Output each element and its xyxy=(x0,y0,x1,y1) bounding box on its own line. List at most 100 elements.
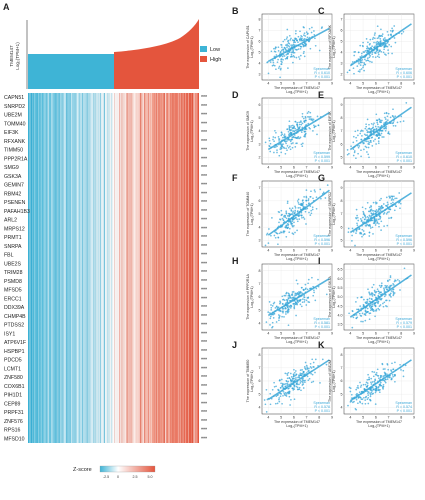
scatter-point xyxy=(269,392,272,395)
scatter-point xyxy=(364,383,367,386)
high-expression-area xyxy=(114,19,199,89)
scatter-point xyxy=(292,291,295,293)
x-tick-label: 7 xyxy=(388,166,390,170)
y-tick-label: 6 xyxy=(341,225,343,229)
scatter-point xyxy=(278,389,280,392)
heatmap-stripe xyxy=(139,93,140,443)
significance-label: *** xyxy=(201,191,207,197)
scatter-point xyxy=(363,233,366,235)
scatter-point xyxy=(388,208,391,210)
scatter-point xyxy=(312,380,315,383)
y-tick-label: 2 xyxy=(259,156,261,160)
scatter-point xyxy=(280,43,282,46)
scatter-point xyxy=(304,130,307,133)
scatter-point xyxy=(394,279,396,281)
significance-label: *** xyxy=(201,95,207,101)
scatter-point xyxy=(288,387,290,390)
scatter-point xyxy=(368,141,371,144)
heatmap-stripe xyxy=(114,93,115,443)
x-axis-label-unit: Log₂(TPM+1) xyxy=(286,424,307,428)
scatter-point xyxy=(382,136,385,138)
x-tick-label: 8 xyxy=(400,166,402,170)
scatter-point xyxy=(298,203,300,206)
x-tick-label: 8 xyxy=(400,332,402,336)
scatter-point xyxy=(317,278,319,281)
x-tick-label: 7 xyxy=(306,166,308,170)
scatter-point xyxy=(366,223,369,226)
scatter-point xyxy=(297,35,300,38)
scatter-point xyxy=(311,208,314,211)
scatter-point xyxy=(272,138,274,141)
scatter-point xyxy=(374,301,377,304)
scatter-point xyxy=(374,128,376,131)
significance-label: *** xyxy=(201,340,207,346)
scatter-point xyxy=(278,317,280,319)
scatter-point xyxy=(359,401,362,404)
scatter-point xyxy=(293,212,296,215)
scatter-point xyxy=(290,376,293,378)
scatter-point xyxy=(375,309,378,312)
heatmap-stripe xyxy=(149,93,150,443)
scatter-point xyxy=(272,64,275,66)
scatter-point xyxy=(393,292,396,294)
significance-label: *** xyxy=(201,305,207,311)
scatter-point xyxy=(296,210,299,213)
scatter-point xyxy=(377,290,380,293)
scatter-point xyxy=(385,54,387,56)
heatmap-stripe xyxy=(155,93,156,443)
scatter-point xyxy=(306,296,309,299)
gene-label: COX6B1 xyxy=(4,384,25,390)
scatter-point xyxy=(387,52,390,55)
regression-line xyxy=(267,359,330,401)
heatmap-stripe xyxy=(150,93,152,443)
scatter-point xyxy=(298,383,300,386)
scatter-point xyxy=(309,111,312,114)
stat-text: R = 0.610 xyxy=(396,155,412,159)
scatter-point xyxy=(388,217,390,219)
scatter-point xyxy=(394,125,397,127)
y-tick-label: 3 xyxy=(259,239,261,243)
scatter-point xyxy=(357,70,360,73)
scatter-point xyxy=(280,393,283,395)
scatter-point xyxy=(299,380,302,382)
scatter-point xyxy=(391,362,393,365)
scatter-point xyxy=(285,217,288,220)
x-tick-label: 6 xyxy=(375,249,377,253)
scatter-point xyxy=(292,380,295,383)
scatter-point xyxy=(276,306,279,309)
scatter-point xyxy=(365,38,368,40)
scatter-point xyxy=(290,304,292,307)
scatter-point xyxy=(362,230,365,232)
scatter-point xyxy=(377,53,380,56)
scatter-point xyxy=(296,229,298,232)
scatter-point xyxy=(295,376,297,379)
y-axis-label-unit: Log₂(TPM+1) xyxy=(250,370,254,391)
scatter-point xyxy=(367,391,370,393)
x-tick-label: 9 xyxy=(331,249,333,253)
scatter-point xyxy=(371,292,374,295)
scatter-point xyxy=(305,31,308,33)
panel-letter: E xyxy=(318,90,324,100)
scatter-point xyxy=(385,305,387,307)
scatter-point xyxy=(383,225,385,227)
scatter-point xyxy=(293,56,296,58)
scatter-point xyxy=(280,63,283,65)
scatter-point xyxy=(287,292,290,295)
panel-letter: J xyxy=(232,340,237,350)
scatter-point xyxy=(266,232,269,235)
scatter-point xyxy=(369,210,371,213)
scatter-point xyxy=(294,231,296,234)
scatter-point xyxy=(294,207,297,209)
heatmap-stripe xyxy=(179,93,180,443)
heatmap-stripe xyxy=(171,93,173,443)
scatter-point xyxy=(314,299,317,302)
gene-label: PDCD5 xyxy=(4,358,22,364)
scatter-point xyxy=(302,387,305,389)
scatter-point xyxy=(299,374,302,376)
heatmap-stripe xyxy=(180,93,182,443)
scatter-point xyxy=(369,209,372,211)
scatter-point xyxy=(384,381,387,384)
heatmap-stripe xyxy=(129,93,130,443)
